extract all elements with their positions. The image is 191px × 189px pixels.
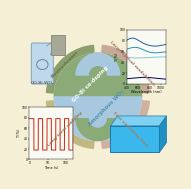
Text: Large optical modulation: Large optical modulation	[109, 40, 155, 86]
Wedge shape	[76, 53, 120, 75]
Wedge shape	[46, 45, 98, 97]
Wedge shape	[98, 45, 149, 97]
Wedge shape	[98, 97, 149, 148]
Circle shape	[90, 67, 106, 83]
Text: GO-Bi co-doping: GO-Bi co-doping	[71, 66, 109, 103]
Text: Electrochromic: Electrochromic	[51, 50, 80, 79]
Wedge shape	[54, 97, 142, 141]
Text: Long-term stability: Long-term stability	[47, 111, 84, 147]
Wedge shape	[46, 97, 98, 148]
Wedge shape	[54, 53, 142, 97]
Circle shape	[90, 110, 106, 127]
Circle shape	[54, 53, 142, 141]
Text: Amorphous WO₃: Amorphous WO₃	[87, 89, 125, 127]
Wedge shape	[76, 119, 120, 141]
Text: Fast switching time: Fast switching time	[112, 111, 149, 148]
